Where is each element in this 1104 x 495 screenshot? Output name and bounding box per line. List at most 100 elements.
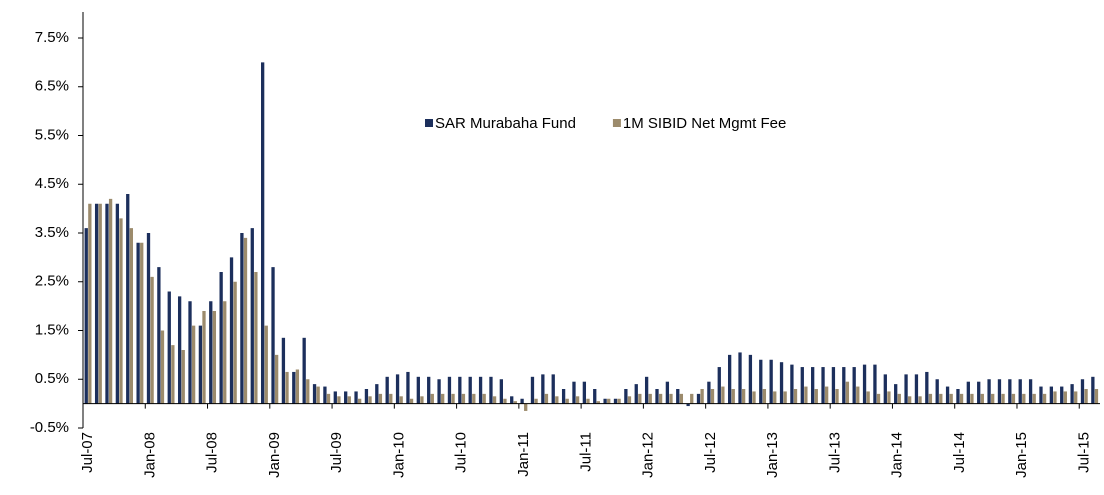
bar (596, 401, 600, 404)
bar (607, 398, 611, 404)
bar (831, 367, 836, 404)
bar (565, 398, 569, 404)
bar (887, 391, 891, 404)
bar (939, 393, 943, 404)
bar (804, 386, 808, 404)
x-tick-label: Jul-15 (1075, 432, 1092, 473)
bar (191, 325, 196, 404)
bar (524, 403, 528, 411)
bar (644, 376, 649, 404)
bar (198, 325, 203, 404)
y-tick-label: 7.5% (35, 29, 69, 46)
bar (447, 376, 452, 404)
bar (811, 367, 815, 404)
bar (427, 376, 431, 404)
bar (84, 228, 88, 404)
bar (873, 364, 877, 404)
legend-label: SAR Murabaha Fund (435, 115, 576, 132)
bar (779, 362, 784, 404)
bar (980, 393, 984, 404)
bar (707, 381, 711, 404)
bar (856, 386, 860, 404)
bar (302, 337, 306, 404)
bar (769, 359, 773, 404)
bar (696, 393, 701, 404)
y-tick-label: 6.5% (35, 78, 69, 95)
bar (326, 393, 331, 404)
bar (945, 386, 950, 404)
bar (918, 396, 922, 404)
bar (914, 374, 919, 404)
bar (243, 237, 248, 404)
bar (655, 389, 659, 404)
x-tick-label: Jul-09 (328, 432, 345, 473)
bar (223, 301, 227, 404)
bar (482, 393, 486, 404)
bar (1074, 391, 1078, 404)
bar (904, 374, 908, 404)
bar (1022, 393, 1026, 404)
legend-swatch (425, 119, 433, 127)
bar (1091, 376, 1095, 404)
bar (627, 396, 632, 404)
bar (98, 203, 102, 404)
bar (1018, 379, 1022, 404)
legend-swatch (612, 119, 621, 127)
bar (146, 233, 151, 404)
bar (285, 371, 289, 404)
bar (987, 379, 991, 404)
x-tick-label: Jan-13 (764, 432, 781, 478)
bar (1028, 379, 1033, 404)
bar (862, 364, 867, 404)
bar (800, 367, 804, 404)
x-tick-label: Jul-10 (453, 432, 470, 473)
bar (748, 354, 753, 404)
bar (150, 276, 154, 404)
bar (420, 396, 424, 404)
bar (821, 367, 825, 404)
bar (928, 393, 933, 404)
bar (347, 396, 351, 404)
bar (105, 203, 109, 404)
bar (897, 393, 901, 404)
bar (88, 203, 92, 404)
bar (136, 242, 140, 404)
x-tick-label: Jan-14 (889, 432, 906, 478)
bar (209, 301, 213, 404)
bar (783, 391, 787, 404)
bar (492, 396, 497, 404)
bar (312, 384, 317, 404)
x-tick-label: Jan-11 (515, 432, 532, 477)
bar (395, 374, 400, 404)
bar (530, 376, 535, 404)
bar (824, 386, 829, 404)
bar (593, 389, 597, 404)
bar (389, 393, 393, 404)
bar (617, 398, 621, 404)
bar (835, 389, 839, 404)
bar (520, 398, 524, 404)
bar (991, 393, 995, 404)
bar (638, 393, 642, 404)
bar (503, 398, 507, 404)
bar (665, 381, 670, 404)
x-tick-label: Jul-07 (79, 432, 96, 473)
bar (1032, 393, 1036, 404)
bar (489, 376, 493, 404)
bar (510, 396, 514, 404)
bar (1049, 386, 1054, 404)
bar (212, 311, 217, 404)
bar (582, 381, 587, 404)
y-tick-label: 4.5% (35, 175, 69, 192)
bar (108, 198, 113, 404)
bar (316, 386, 320, 404)
bar (1070, 384, 1074, 404)
bar (575, 396, 580, 404)
x-tick-label: Jan-10 (390, 432, 407, 478)
bar (966, 381, 970, 404)
bar (793, 389, 798, 404)
bar (717, 367, 721, 404)
bar (430, 393, 434, 404)
y-tick-label: 5.5% (35, 126, 69, 143)
